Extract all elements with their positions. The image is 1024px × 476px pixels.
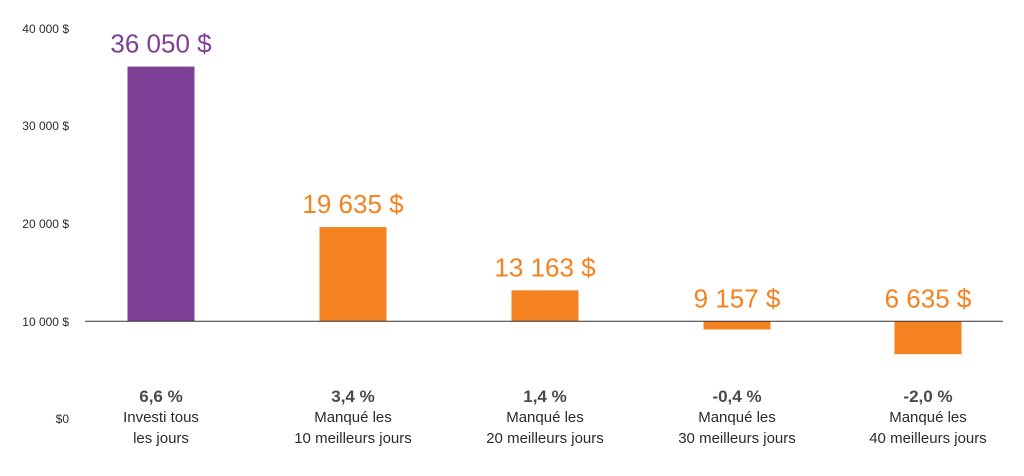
category-return-label: 3,4 %	[331, 387, 374, 406]
category-label: -0,4 % Manqué les 30 meilleurs jours	[678, 387, 796, 447]
category-label-line2: 20 meilleurs jours	[486, 430, 604, 447]
category-label-line1: Manqué les	[698, 409, 776, 426]
bar-value-label: 9 157 $	[694, 283, 781, 313]
bar-value-label: 6 635 $	[885, 283, 972, 313]
bar-value-label: 36 050 $	[110, 29, 212, 59]
category-label: 3,4 % Manqué les 10 meilleurs jours	[294, 387, 412, 447]
category-label-line2: 40 meilleurs jours	[869, 430, 987, 447]
bar	[319, 227, 387, 322]
value-labels-group: 36 050 $ 19 635 $ 13 163 $ 9 157 $ 6 635…	[110, 29, 972, 314]
category-label: 1,4 % Manqué les 20 meilleurs jours	[486, 387, 604, 447]
bar-value-label: 13 163 $	[494, 252, 596, 282]
bar-value-label: 19 635 $	[302, 189, 404, 219]
bar	[894, 321, 962, 355]
category-return-label: 6,6 %	[139, 387, 182, 406]
category-return-label: -0,4 %	[712, 387, 761, 406]
category-label-line2: les jours	[133, 430, 189, 447]
category-label-line1: Manqué les	[314, 409, 392, 426]
y-tick-label: $0	[56, 412, 70, 426]
y-tick-label: 30 000 $	[22, 119, 69, 133]
category-label-line2: 30 meilleurs jours	[678, 430, 796, 447]
category-label-line1: Manqué les	[506, 409, 584, 426]
category-return-label: -2,0 %	[903, 387, 952, 406]
y-tick-label: 10 000 $	[22, 315, 69, 329]
category-labels-group: 6,6 % Investi tous les jours 3,4 % Manqu…	[123, 387, 987, 447]
category-label-line1: Manqué les	[889, 409, 967, 426]
category-label-line1: Investi tous	[123, 409, 199, 426]
y-tick-label: 40 000 $	[22, 22, 69, 36]
bar	[511, 290, 579, 322]
category-return-label: 1,4 %	[523, 387, 566, 406]
category-label: -2,0 % Manqué les 40 meilleurs jours	[869, 387, 987, 447]
category-label: 6,6 % Investi tous les jours	[123, 387, 199, 447]
category-label-line2: 10 meilleurs jours	[294, 430, 412, 447]
y-tick-label: 20 000 $	[22, 217, 69, 231]
y-axis-ticks: $0 10 000 $ 20 000 $ 30 000 $ 40 000 $	[22, 22, 69, 426]
bar	[127, 66, 195, 322]
bars-group	[127, 66, 962, 355]
bar	[703, 321, 771, 330]
